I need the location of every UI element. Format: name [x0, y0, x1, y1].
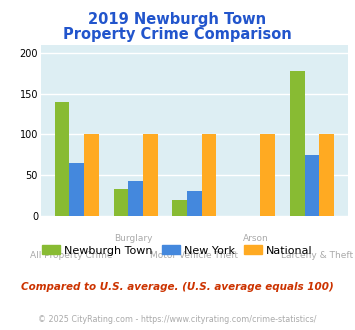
Bar [128, 181, 143, 216]
Bar [172, 200, 187, 216]
Text: Property Crime Comparison: Property Crime Comparison [63, 27, 292, 42]
Bar [143, 134, 158, 216]
Text: Burglary: Burglary [114, 234, 152, 243]
Text: © 2025 CityRating.com - https://www.cityrating.com/crime-statistics/: © 2025 CityRating.com - https://www.city… [38, 315, 317, 324]
Text: Motor Vehicle Theft: Motor Vehicle Theft [151, 251, 238, 260]
Text: Larceny & Theft: Larceny & Theft [281, 251, 353, 260]
Bar [114, 189, 128, 216]
Text: 2019 Newburgh Town: 2019 Newburgh Town [88, 12, 267, 26]
Bar [55, 102, 70, 216]
Bar [261, 134, 275, 216]
Text: Compared to U.S. average. (U.S. average equals 100): Compared to U.S. average. (U.S. average … [21, 282, 334, 292]
Text: Arson: Arson [243, 234, 269, 243]
Bar [70, 163, 84, 216]
Bar [187, 191, 202, 216]
Bar [305, 155, 319, 216]
Bar [202, 134, 217, 216]
Text: All Property Crime: All Property Crime [30, 251, 113, 260]
Bar [319, 134, 334, 216]
Bar [84, 134, 99, 216]
Legend: Newburgh Town, New York, National: Newburgh Town, New York, National [38, 241, 317, 260]
Bar [290, 71, 305, 216]
